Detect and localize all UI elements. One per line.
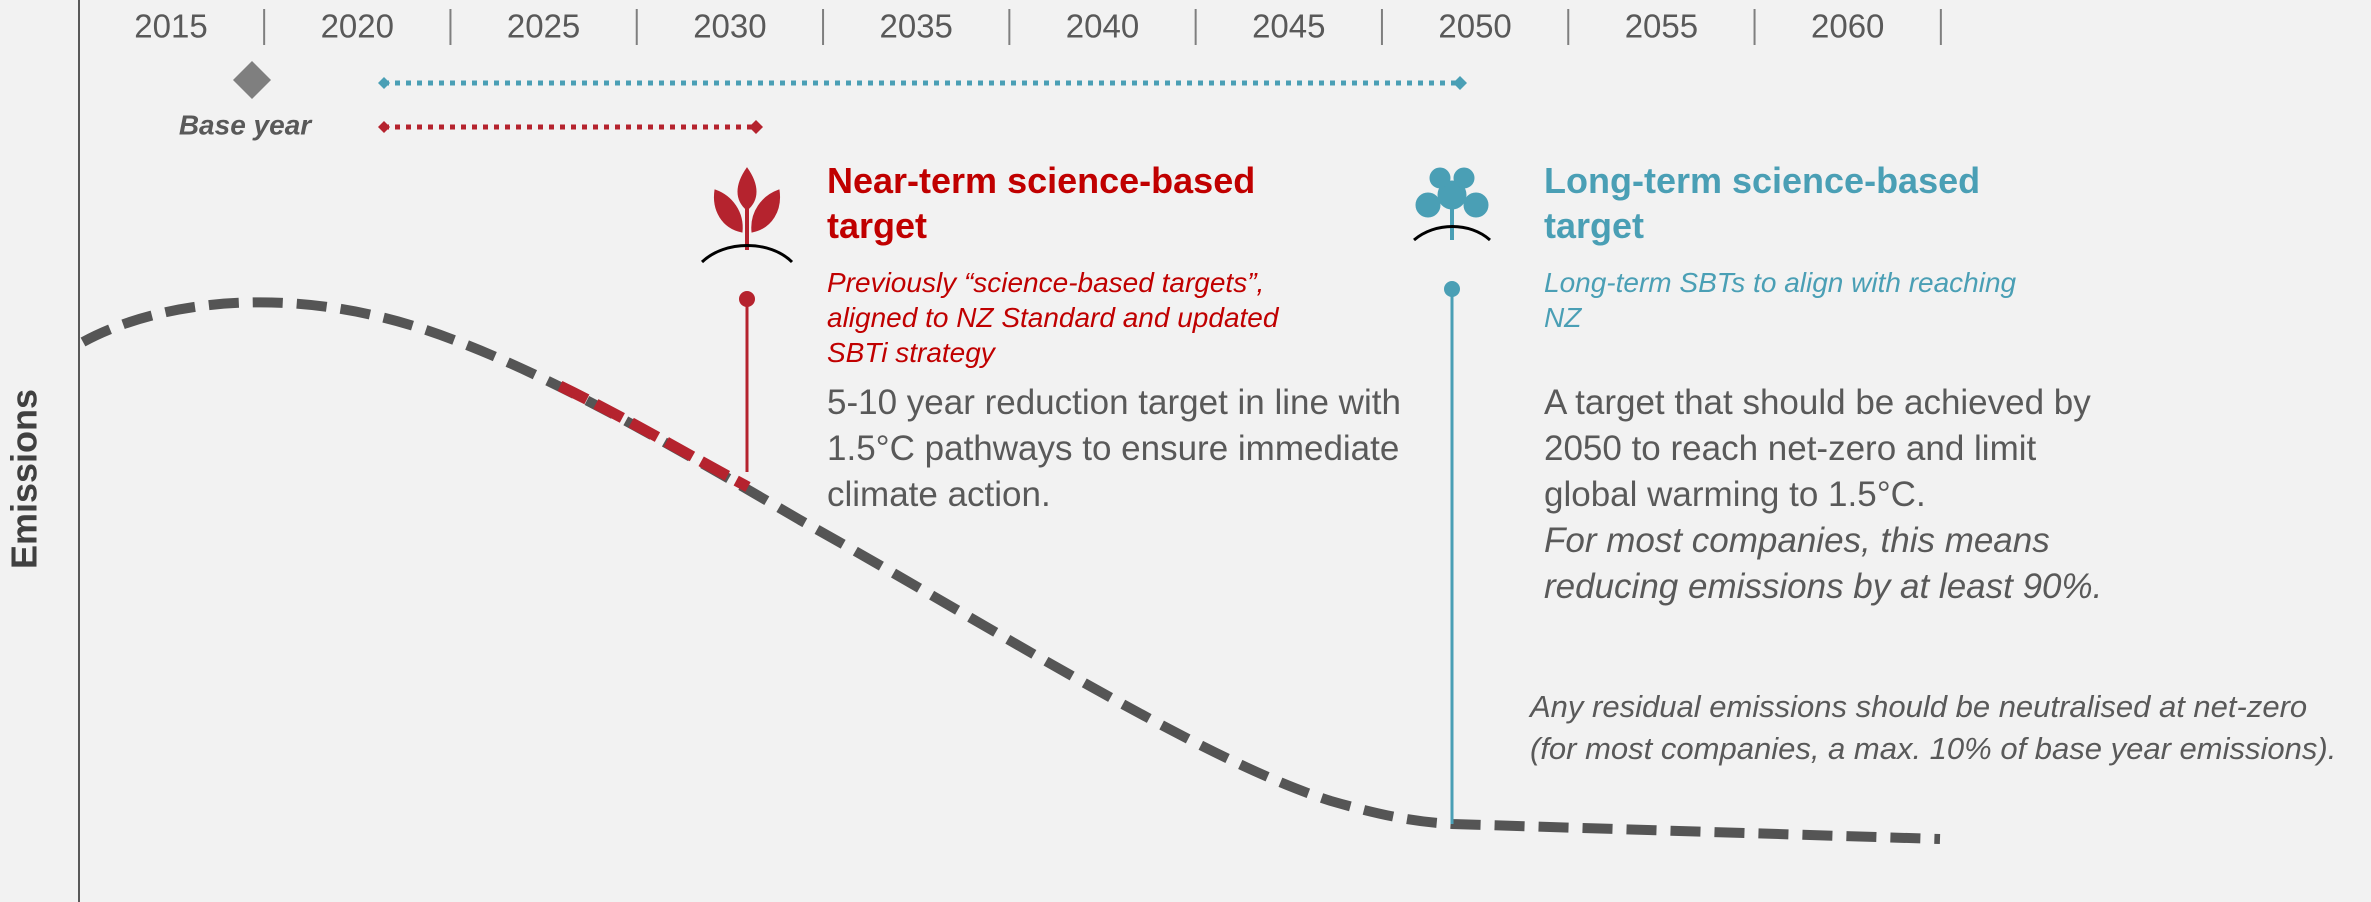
year-label: 2040 (1066, 8, 1139, 45)
range-start (378, 121, 390, 133)
year-label: 2045 (1252, 8, 1325, 45)
near-term-description: 5-10 year reduction target in line with … (827, 383, 1401, 514)
range-end (749, 120, 763, 134)
emissions-curve (80, 297, 1941, 844)
long-term-note: For most companies, this means reducing … (1544, 521, 2103, 606)
year-label: 2055 (1625, 8, 1698, 45)
near-term-pin-head (739, 291, 755, 307)
axis-label: Emissions (4, 389, 45, 569)
year-label: 2025 (507, 8, 580, 45)
year-label: 2020 (321, 8, 394, 45)
sprout-icon (700, 167, 794, 264)
year-label: 2050 (1438, 8, 1511, 45)
base-year-label: Base year (179, 109, 313, 140)
long-term-subtitle: Long-term SBTs to align with reaching NZ (1544, 267, 2017, 333)
long-term-title: Long-term science-based target (1544, 160, 1981, 246)
base-year-marker (233, 61, 271, 99)
tree-icon (1413, 167, 1492, 242)
near-term-title: Near-term science-based target (827, 160, 1256, 246)
range-start (378, 77, 390, 89)
year-label: 2015 (134, 8, 207, 45)
long-term-pin-head (1444, 281, 1460, 297)
near-term-subtitle: Previously “science-based targets”, alig… (827, 267, 1279, 368)
year-label: 2035 (879, 8, 952, 45)
year-label: 2060 (1811, 8, 1884, 45)
range-end (1453, 76, 1467, 90)
residual-note: Any residual emissions should be neutral… (1530, 689, 2337, 766)
long-term-description: A target that should be achieved by 2050… (1544, 383, 2091, 514)
near-term-segment (557, 381, 751, 492)
year-label: 2030 (693, 8, 766, 45)
